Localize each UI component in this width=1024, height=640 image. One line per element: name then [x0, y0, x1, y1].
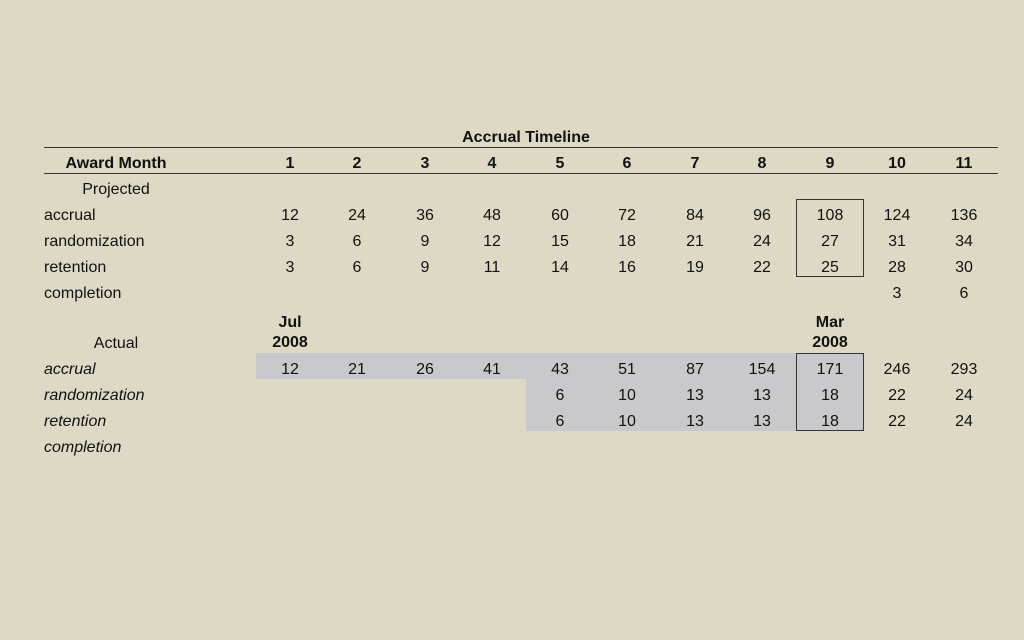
- projected-randomization-cell: 12: [483, 233, 501, 250]
- projected-randomization-cell: 15: [551, 233, 569, 250]
- projected-row-label-randomization: randomization: [44, 233, 145, 250]
- projected-accrual-cell: 36: [416, 207, 434, 224]
- actual-randomization-cell: 13: [753, 387, 771, 404]
- actual-randomization-cell: 6: [555, 387, 565, 404]
- projected-retention-cell: 25: [821, 259, 839, 276]
- actual-row-label-completion: completion: [44, 439, 122, 456]
- month9-projected-box: [796, 199, 864, 277]
- projected-accrual-cell: 84: [686, 207, 704, 224]
- projected-retention-cell: 22: [753, 259, 771, 276]
- projected-retention-cell: 16: [618, 259, 636, 276]
- date-mark-year: 2008: [272, 334, 308, 351]
- actual-accrual-cell: 51: [618, 361, 636, 378]
- actual-row-label-accrual: accrual: [44, 361, 96, 378]
- projected-accrual-cell: 124: [883, 207, 911, 224]
- actual-followup-shade: [526, 379, 864, 431]
- projected-accrual-cell: 60: [551, 207, 569, 224]
- actual-retention-cell: 18: [821, 413, 839, 430]
- actual-randomization-cell: 22: [888, 387, 906, 404]
- month-header-3: 3: [420, 155, 430, 172]
- actual-accrual-cell: 87: [686, 361, 704, 378]
- projected-completion-cell: 3: [892, 285, 902, 302]
- projected-retention-cell: 30: [955, 259, 973, 276]
- projected-accrual-cell: 96: [753, 207, 771, 224]
- month-header-2: 2: [352, 155, 362, 172]
- month-header-11: 11: [955, 155, 973, 172]
- projected-retention-cell: 6: [352, 259, 362, 276]
- month-header-6: 6: [622, 155, 632, 172]
- projected-row-label-retention: retention: [44, 259, 107, 276]
- projected-randomization-cell: 24: [753, 233, 771, 250]
- month-header-8: 8: [757, 155, 767, 172]
- actual-accrual-cell: 12: [281, 361, 299, 378]
- actual-row-label-retention: retention: [44, 413, 107, 430]
- date-mark-year: 2008: [812, 334, 848, 351]
- actual-retention-cell: 6: [555, 413, 565, 430]
- projected-randomization-cell: 6: [352, 233, 362, 250]
- projected-row-label-accrual: accrual: [44, 207, 96, 224]
- actual-retention-cell: 24: [955, 413, 973, 430]
- projected-randomization-cell: 34: [955, 233, 973, 250]
- actual-accrual-cell: 246: [883, 361, 911, 378]
- actual-accrual-cell: 43: [551, 361, 569, 378]
- month-header-5: 5: [555, 155, 565, 172]
- projected-randomization-cell: 21: [686, 233, 704, 250]
- actual-accrual-cell: 21: [348, 361, 366, 378]
- projected-randomization-cell: 18: [618, 233, 636, 250]
- projected-accrual-cell: 136: [950, 207, 978, 224]
- actual-retention-cell: 13: [686, 413, 704, 430]
- projected-randomization-cell: 3: [285, 233, 295, 250]
- actual-section-label: Actual: [93, 335, 139, 352]
- projected-retention-cell: 9: [420, 259, 430, 276]
- month-header-7: 7: [690, 155, 700, 172]
- projected-retention-cell: 19: [686, 259, 704, 276]
- title-rule: [44, 147, 998, 148]
- actual-randomization-cell: 13: [686, 387, 704, 404]
- table-title: Accrual Timeline: [462, 129, 590, 146]
- actual-retention-cell: 22: [888, 413, 906, 430]
- projected-row-label-completion: completion: [44, 285, 122, 302]
- actual-retention-cell: 13: [753, 413, 771, 430]
- projected-section-label: Projected: [82, 181, 150, 198]
- actual-randomization-cell: 24: [955, 387, 973, 404]
- award-month-label: Award Month: [65, 155, 167, 172]
- actual-row-label-randomization: randomization: [44, 387, 145, 404]
- actual-accrual-shade: [256, 353, 864, 379]
- month-header-9: 9: [825, 155, 835, 172]
- actual-accrual-cell: 293: [950, 361, 978, 378]
- projected-randomization-cell: 31: [888, 233, 906, 250]
- projected-accrual-cell: 108: [816, 207, 844, 224]
- actual-randomization-cell: 18: [821, 387, 839, 404]
- projected-randomization-cell: 27: [821, 233, 839, 250]
- projected-retention-cell: 11: [483, 259, 501, 276]
- actual-accrual-cell: 26: [416, 361, 434, 378]
- month9-actual-box: [796, 353, 864, 431]
- projected-retention-cell: 3: [285, 259, 295, 276]
- projected-completion-cell: 6: [959, 285, 969, 302]
- projected-randomization-cell: 9: [420, 233, 430, 250]
- date-mark-month: Jul: [278, 314, 302, 331]
- projected-retention-cell: 28: [888, 259, 906, 276]
- projected-accrual-cell: 48: [483, 207, 501, 224]
- actual-accrual-cell: 171: [816, 361, 844, 378]
- actual-accrual-cell: 154: [748, 361, 776, 378]
- projected-accrual-cell: 12: [281, 207, 299, 224]
- actual-retention-cell: 10: [618, 413, 636, 430]
- month-header-10: 10: [888, 155, 906, 172]
- projected-retention-cell: 14: [551, 259, 569, 276]
- actual-randomization-cell: 10: [618, 387, 636, 404]
- date-mark-month: Mar: [815, 314, 845, 331]
- month-header-1: 1: [285, 155, 295, 172]
- projected-accrual-cell: 72: [618, 207, 636, 224]
- projected-accrual-cell: 24: [348, 207, 366, 224]
- month-header-4: 4: [487, 155, 497, 172]
- actual-accrual-cell: 41: [483, 361, 501, 378]
- header-rule: [44, 173, 998, 174]
